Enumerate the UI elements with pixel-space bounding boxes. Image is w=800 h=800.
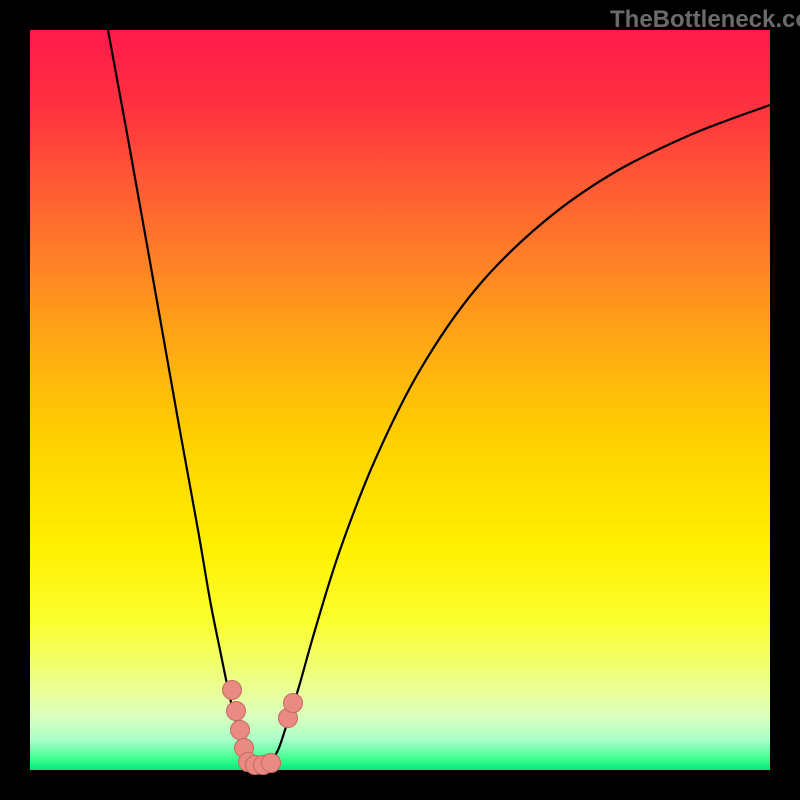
bottleneck-curve [30, 30, 770, 770]
chart-frame: TheBottleneck.com [0, 0, 800, 800]
data-marker [283, 693, 303, 713]
watermark-label: TheBottleneck.com [610, 6, 800, 34]
data-marker [261, 753, 281, 773]
data-marker [226, 701, 246, 721]
data-marker [222, 680, 242, 700]
plot-area [30, 30, 770, 770]
data-marker [230, 720, 250, 740]
